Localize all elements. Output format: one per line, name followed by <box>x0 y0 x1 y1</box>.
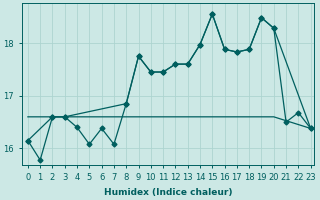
X-axis label: Humidex (Indice chaleur): Humidex (Indice chaleur) <box>104 188 232 197</box>
